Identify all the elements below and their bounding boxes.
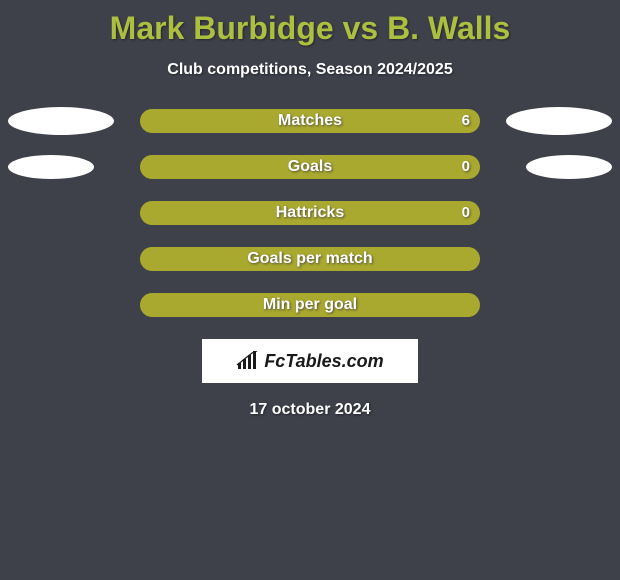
page-title: Mark Burbidge vs B. Walls xyxy=(0,0,620,47)
stat-row: Matches6 xyxy=(0,109,620,133)
stat-label: Goals per match xyxy=(140,247,480,271)
stat-bar: Goals per match xyxy=(140,247,480,271)
stat-bar: Hattricks0 xyxy=(140,201,480,225)
date-label: 17 october 2024 xyxy=(0,401,620,419)
stat-row: Goals0 xyxy=(0,155,620,179)
stat-value-right: 0 xyxy=(462,155,470,179)
subtitle: Club competitions, Season 2024/2025 xyxy=(0,61,620,79)
logo-text: FcTables.com xyxy=(264,351,383,372)
comparison-chart: Matches6Goals0Hattricks0Goals per matchM… xyxy=(0,109,620,317)
player-right-avatar xyxy=(506,107,612,135)
stat-row: Hattricks0 xyxy=(0,201,620,225)
player-left-avatar xyxy=(8,155,94,179)
stat-label: Hattricks xyxy=(140,201,480,225)
stat-value-right: 6 xyxy=(462,109,470,133)
stat-row: Min per goal xyxy=(0,293,620,317)
chart-icon xyxy=(236,351,260,371)
stat-label: Matches xyxy=(140,109,480,133)
stat-bar: Goals0 xyxy=(140,155,480,179)
player-left-avatar xyxy=(8,107,114,135)
logo-box: FcTables.com xyxy=(202,339,418,383)
player-right-avatar xyxy=(526,155,612,179)
stat-label: Min per goal xyxy=(140,293,480,317)
stat-bar: Matches6 xyxy=(140,109,480,133)
stat-label: Goals xyxy=(140,155,480,179)
stat-value-right: 0 xyxy=(462,201,470,225)
stat-row: Goals per match xyxy=(0,247,620,271)
stat-bar: Min per goal xyxy=(140,293,480,317)
